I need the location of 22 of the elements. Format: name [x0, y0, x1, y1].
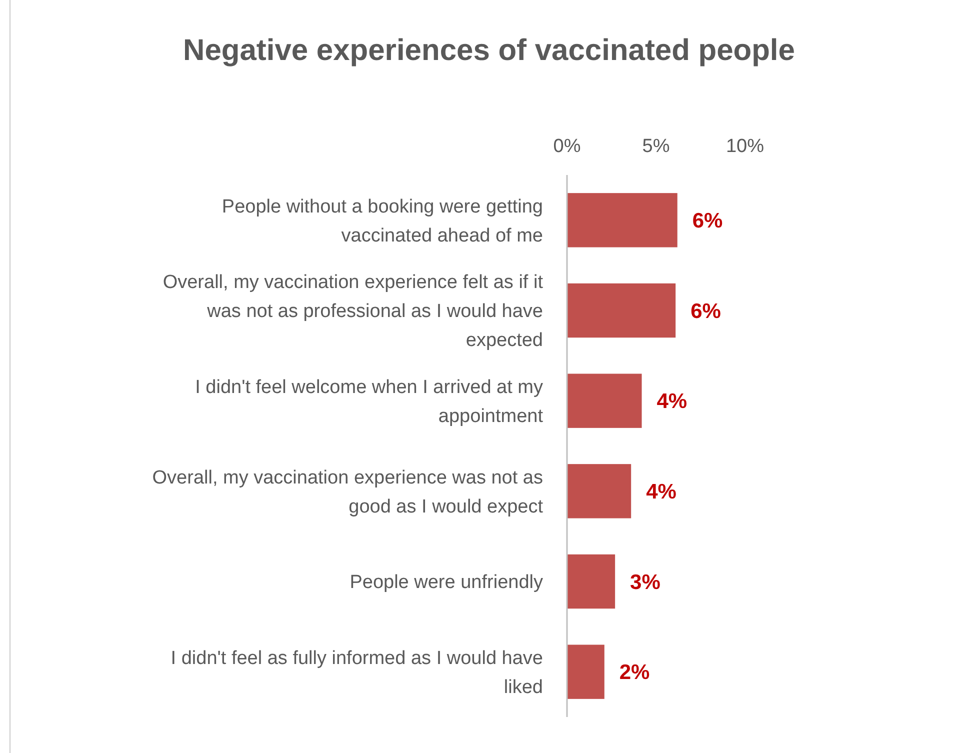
x-tick-label: 0% [553, 136, 581, 157]
bar [567, 464, 632, 518]
chart-title: Negative experiences of vaccinated people [183, 34, 795, 67]
bar [567, 283, 676, 338]
data-label: 4% [646, 480, 677, 504]
bar [567, 193, 678, 248]
data-label: 4% [656, 390, 688, 414]
y-tick-label: Overall, my vaccination experience was not as good as I would expect [152, 467, 544, 518]
bar [567, 554, 616, 609]
x-tick-label: 10% [726, 136, 764, 157]
data-label: 3% [630, 570, 661, 594]
y-tick-label: People without a booking were getting vaccinated ahead of me [222, 196, 543, 246]
bar [567, 374, 642, 428]
data-label: 6% [692, 210, 724, 233]
data-label: 2% [619, 661, 650, 684]
y-tick-label: People were unfriendly [350, 572, 544, 594]
y-tick-label: I didn't feel welcome when I arrived at my appointment [195, 376, 544, 427]
bar [567, 644, 604, 699]
data-label: 6% [690, 300, 722, 323]
y-tick-label: I didn't feel as fully informed as I would have liked [170, 648, 543, 698]
y-tick-label: Overall, my vaccination experience felt as if it was not as professional as I would have expected [162, 272, 544, 352]
x-tick-label: 5% [642, 136, 670, 157]
